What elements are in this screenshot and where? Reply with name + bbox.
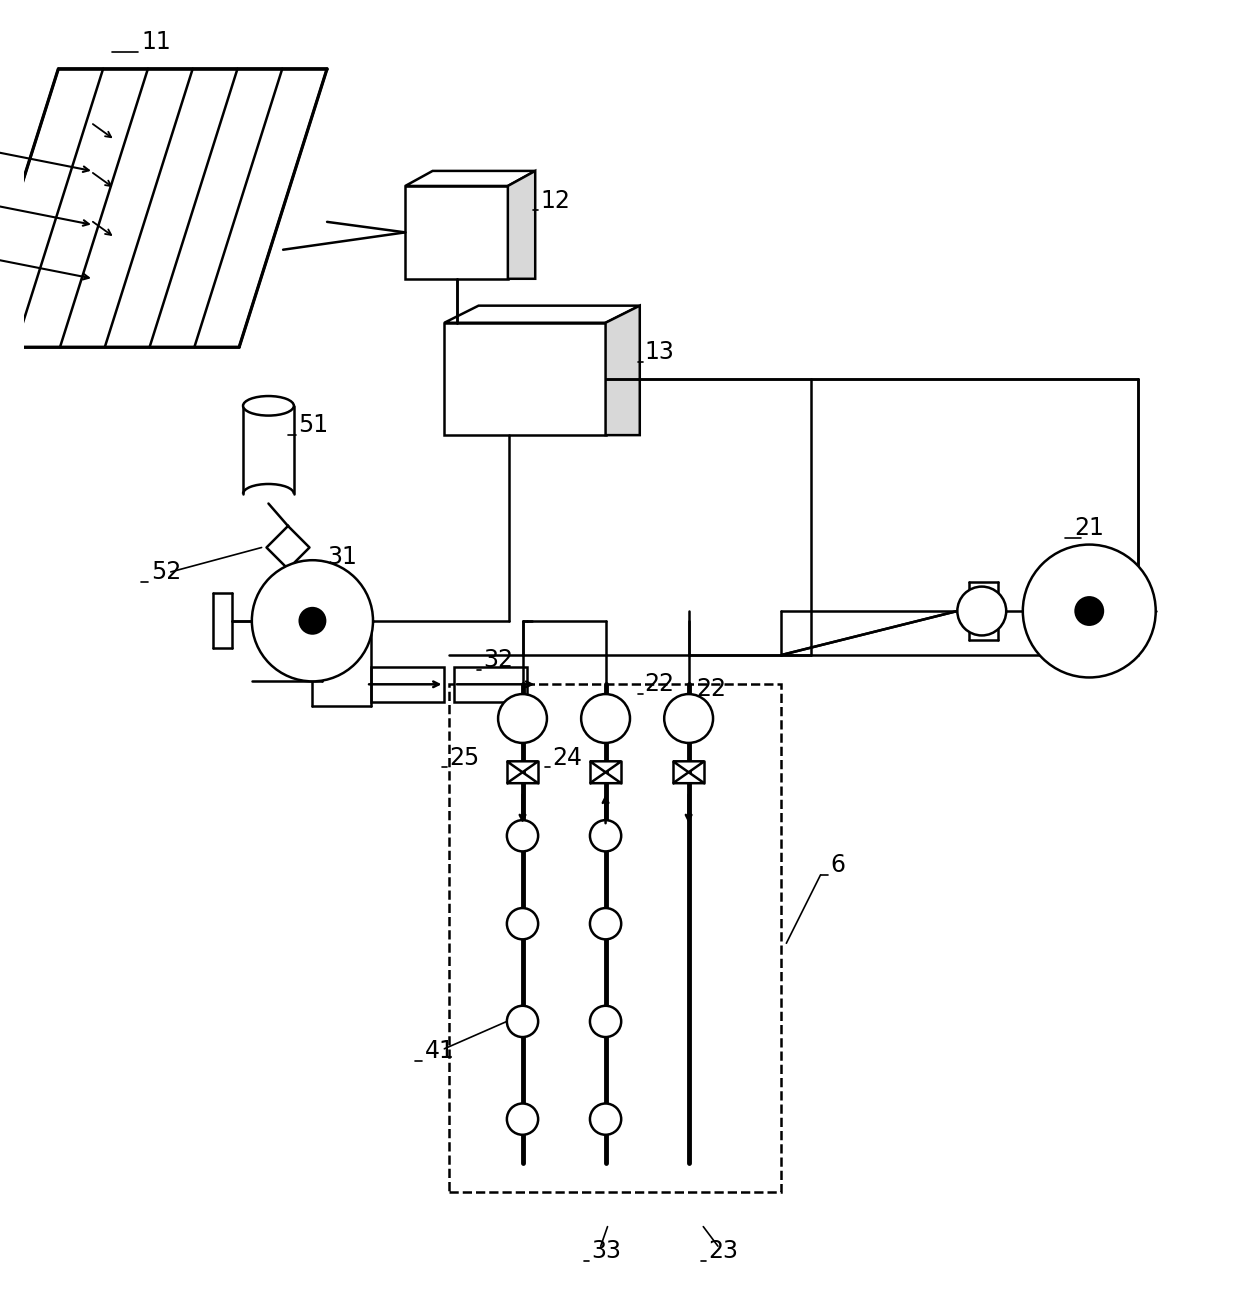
- Text: 41: 41: [425, 1039, 455, 1063]
- Text: 32: 32: [484, 648, 513, 672]
- Polygon shape: [444, 306, 640, 323]
- Polygon shape: [673, 772, 704, 783]
- Text: 23: 23: [708, 1240, 738, 1263]
- Circle shape: [507, 821, 538, 851]
- Text: 33: 33: [591, 1240, 621, 1263]
- Circle shape: [300, 609, 325, 634]
- Bar: [444, 323, 605, 435]
- Text: 6: 6: [831, 853, 846, 877]
- Text: 13: 13: [645, 340, 675, 364]
- Circle shape: [590, 908, 621, 940]
- Circle shape: [590, 1005, 621, 1037]
- Polygon shape: [405, 171, 536, 186]
- Circle shape: [665, 694, 713, 744]
- Circle shape: [590, 1103, 621, 1135]
- Text: 11: 11: [141, 30, 171, 54]
- Ellipse shape: [243, 397, 294, 415]
- Circle shape: [582, 694, 630, 744]
- Bar: [405, 186, 508, 279]
- Circle shape: [957, 586, 1006, 635]
- Polygon shape: [507, 762, 538, 772]
- Polygon shape: [371, 666, 444, 702]
- Text: 12: 12: [541, 188, 570, 212]
- Circle shape: [507, 908, 538, 940]
- Polygon shape: [590, 772, 621, 783]
- Circle shape: [507, 1103, 538, 1135]
- Polygon shape: [590, 762, 621, 772]
- Text: 25: 25: [449, 746, 480, 770]
- Circle shape: [1023, 545, 1156, 678]
- Circle shape: [252, 560, 373, 682]
- Text: 52: 52: [151, 560, 181, 584]
- Text: 51: 51: [298, 414, 327, 437]
- Polygon shape: [454, 666, 527, 702]
- Text: 24: 24: [552, 746, 582, 770]
- Circle shape: [590, 821, 621, 851]
- Circle shape: [507, 1005, 538, 1037]
- Text: 22: 22: [697, 677, 727, 702]
- Text: 22: 22: [645, 673, 675, 696]
- Text: 31: 31: [327, 546, 357, 569]
- Circle shape: [498, 694, 547, 744]
- Polygon shape: [605, 306, 640, 435]
- Circle shape: [1075, 597, 1102, 624]
- Text: 21: 21: [1075, 516, 1105, 539]
- Bar: [449, 685, 781, 1192]
- Polygon shape: [507, 772, 538, 783]
- Polygon shape: [508, 171, 536, 279]
- Polygon shape: [673, 762, 704, 772]
